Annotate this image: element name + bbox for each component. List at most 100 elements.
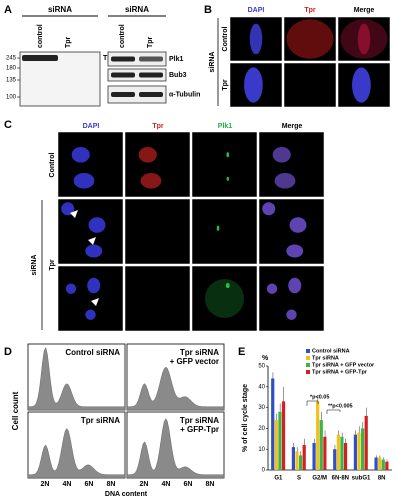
x-tick-label: S (297, 476, 301, 482)
bar (336, 434, 340, 470)
x-tick-label: 4N (63, 481, 72, 488)
bar (385, 461, 389, 470)
nucleus (226, 176, 230, 181)
bar (278, 411, 282, 470)
panel-letter: D (4, 346, 12, 358)
bar (357, 432, 361, 470)
bar (378, 457, 382, 470)
rotated-label: Control (222, 27, 229, 52)
band-label: Bub3 (169, 72, 187, 79)
nucleus (85, 244, 103, 258)
micrograph (258, 131, 325, 198)
y-tick-label: 10 (258, 447, 265, 453)
plot-title: Control siRNA (65, 348, 120, 357)
column-header: DAPI (83, 123, 100, 130)
bar (343, 442, 348, 470)
blot-band (139, 56, 163, 62)
marker-label: 180 (6, 66, 17, 72)
rotated-label: Control (49, 153, 56, 178)
legend-swatch (306, 370, 310, 374)
sig-bracket (306, 400, 319, 406)
y-tick-label: 50 (258, 364, 265, 370)
nucleus (286, 309, 297, 320)
legend-label: Control siRNA (312, 348, 350, 354)
nucleus (61, 202, 75, 216)
nucleus (205, 279, 244, 318)
arrowhead (91, 298, 99, 306)
plot-title: + GFP vector (170, 357, 219, 366)
y-tick-label: 30 (258, 405, 265, 411)
nucleus (88, 217, 106, 233)
sig-bracket (326, 409, 341, 414)
nucleus (352, 67, 371, 103)
nucleus (140, 172, 162, 189)
rotated-label: siRNA (209, 51, 216, 72)
panel-letter: E (238, 346, 245, 358)
blot-band (139, 72, 163, 78)
column-header: Tpr (304, 7, 316, 14)
nucleus (65, 283, 77, 294)
legend-swatch (306, 349, 310, 353)
bar (381, 459, 385, 470)
band-label: α-Tubulin (169, 91, 200, 98)
y-tick-label: 40 (258, 384, 265, 390)
nucleus (216, 225, 220, 231)
arrowhead (88, 237, 96, 245)
legend-swatch (306, 363, 310, 367)
blot (107, 51, 167, 67)
rotated-label: Tpr (222, 79, 229, 91)
marker-label: 135 (6, 78, 17, 84)
bar (333, 449, 337, 470)
bar (361, 428, 365, 470)
arrowhead (70, 210, 78, 218)
bar (316, 401, 320, 470)
bar (312, 442, 316, 470)
micrograph (191, 198, 258, 265)
histogram-area (126, 418, 225, 479)
x-axis-label: DNA content (105, 491, 148, 498)
blot-band (22, 55, 58, 61)
micrograph (124, 265, 191, 332)
legend-swatch (306, 356, 310, 360)
bar (353, 434, 357, 470)
histogram-area (27, 346, 126, 411)
bar (291, 447, 295, 470)
legend-label: Tpr siRNA + GFP vector (312, 362, 375, 368)
nucleus (272, 146, 291, 163)
legend-label: Tpr siRNA + GFP-Tpr (312, 369, 368, 375)
micrograph (191, 265, 258, 332)
blot-header: siRNA (48, 5, 72, 14)
panel-letter: B (204, 4, 212, 16)
micrograph (124, 198, 191, 265)
y-tick-label: 0 (262, 468, 266, 474)
x-tick-label: 6N (184, 481, 193, 488)
nucleus (71, 146, 90, 163)
nucleus (87, 277, 101, 294)
blot-band (111, 92, 135, 97)
x-tick-label: 2N (41, 481, 50, 488)
column-header: Plk1 (218, 123, 233, 130)
band-label: Plk1 (169, 56, 184, 63)
bar (323, 436, 327, 470)
bar (374, 457, 378, 470)
nucleus (274, 172, 296, 189)
x-tick-label: 8N (378, 476, 386, 482)
nucleus (288, 277, 302, 294)
nucleus (85, 309, 96, 320)
histogram-area (126, 366, 225, 411)
x-tick-label: subG1 (352, 476, 371, 482)
bar (364, 415, 368, 470)
bar (281, 401, 286, 470)
panel-letter: A (4, 4, 12, 16)
x-tick-label: G2/M (312, 476, 327, 482)
nucleus (226, 152, 230, 158)
plot-title: Tpr siRNA (180, 348, 219, 357)
x-tick-label: 6N (85, 481, 94, 488)
x-tick-label: 4N (162, 481, 171, 488)
y-axis-label: Cell count (11, 391, 20, 430)
blot-band (139, 92, 163, 97)
lane-label: control (37, 24, 44, 48)
blot-band (111, 72, 135, 78)
x-tick-label: 6N-8N (332, 476, 349, 482)
blot-band (111, 56, 135, 62)
